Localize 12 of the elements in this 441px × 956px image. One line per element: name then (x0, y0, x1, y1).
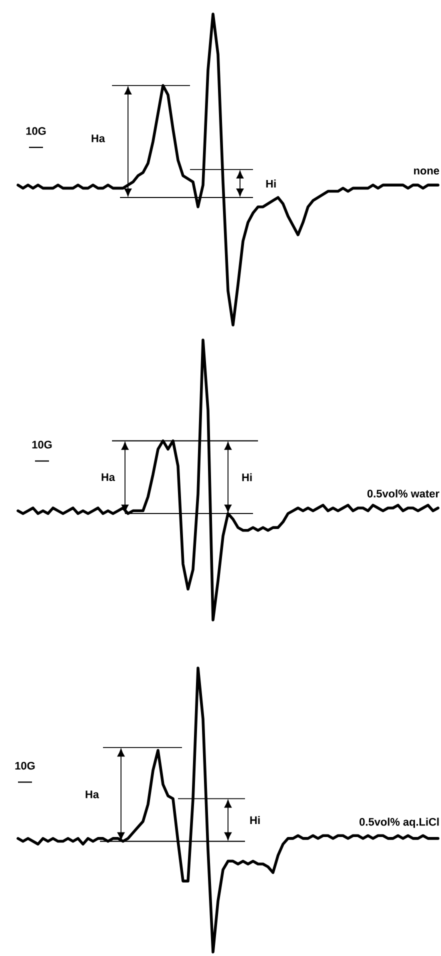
annotation: 10G (26, 127, 46, 135)
series-label: none (414, 168, 440, 175)
annotation: 10G (32, 440, 52, 449)
annotation: 10G (15, 762, 35, 770)
annotation: Ha (86, 790, 100, 798)
annotation: Hi (250, 816, 260, 824)
series-label: 0.5vol% water (367, 489, 440, 498)
annotation: Ha (102, 473, 116, 482)
series-label: 0.5vol% aq.LiCl (360, 818, 439, 828)
annotation: Hi (242, 473, 252, 482)
annotation: Ha (92, 134, 106, 142)
annotation: Hi (266, 180, 276, 188)
